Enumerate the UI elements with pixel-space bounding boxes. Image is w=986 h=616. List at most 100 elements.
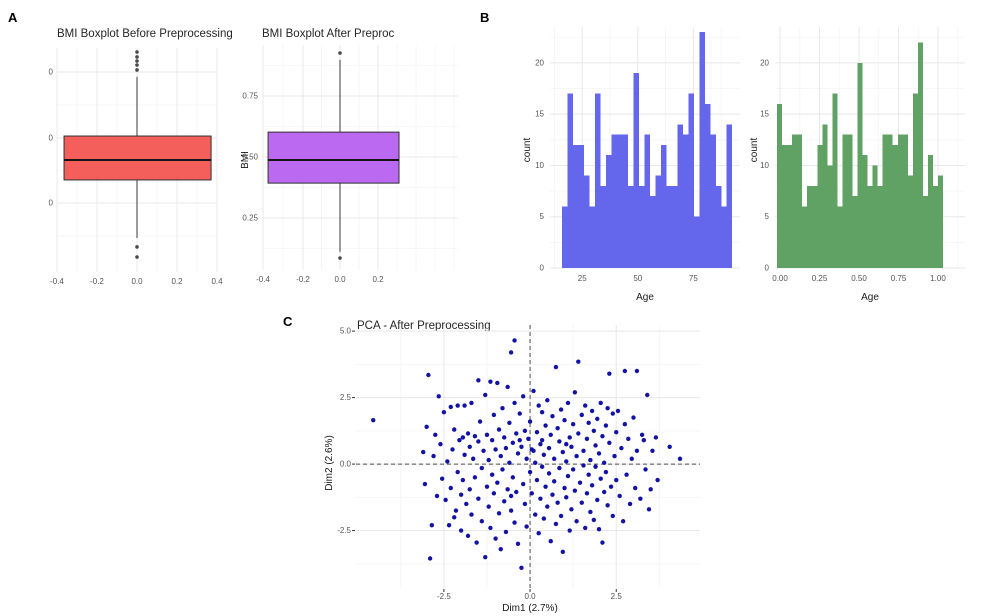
scatter-point xyxy=(598,476,603,481)
scatter-point xyxy=(562,418,567,423)
scatter-point xyxy=(527,469,533,475)
histogram-bar xyxy=(938,175,944,268)
histogram-bar xyxy=(715,185,722,268)
scatter-point xyxy=(615,408,621,414)
scatter-point xyxy=(555,500,560,505)
scatter-point xyxy=(591,428,597,434)
scatter-point xyxy=(610,513,615,519)
scatter-point xyxy=(460,435,466,440)
scatter-point xyxy=(458,528,464,533)
scatter-point xyxy=(529,491,534,496)
histogram-bar xyxy=(578,144,585,268)
scatter-point xyxy=(527,419,533,424)
scatter-point xyxy=(607,371,612,376)
scatter-point xyxy=(569,444,574,449)
scatter-point xyxy=(576,359,581,364)
scatter-point xyxy=(455,403,460,408)
scatter-point xyxy=(512,400,517,406)
scatter-point xyxy=(481,448,486,453)
histogram-bar xyxy=(902,134,908,268)
y-tick-label: 0.50 xyxy=(242,153,258,162)
scatter-point xyxy=(508,350,514,355)
scatter-point xyxy=(570,421,576,427)
chart-title: BMI Boxplot After Preproc xyxy=(262,28,395,40)
scatter-point xyxy=(531,388,536,394)
scatter-point xyxy=(619,445,624,451)
scatter-point xyxy=(564,459,569,464)
scatter-point xyxy=(448,404,453,410)
scatter-point xyxy=(600,540,605,545)
histogram-bar xyxy=(589,206,596,268)
histogram-bar xyxy=(887,134,893,268)
scatter-point xyxy=(560,549,566,555)
histogram-bar xyxy=(852,196,858,268)
scatter-point xyxy=(646,507,652,512)
scatter-point xyxy=(522,501,528,507)
x-axis-label: Dim1 (2.7%) xyxy=(502,603,558,614)
scatter-point xyxy=(614,429,619,435)
plot-area: 0 5 10 15 20 0.00 0.25 0.50 0.75 1.00 xyxy=(760,27,965,283)
histogram-bar xyxy=(812,185,818,268)
histogram-bar xyxy=(802,206,808,268)
scatter-point xyxy=(648,487,653,492)
scatter-point xyxy=(483,554,488,560)
histogram-bar xyxy=(797,134,803,268)
scatter-point xyxy=(467,487,472,492)
age-histogram-before-chart: count Age 0 5 10 15 20 25 50 75 xyxy=(522,27,740,303)
scatter-point xyxy=(514,489,519,495)
scatter-point xyxy=(526,436,531,442)
scatter-point xyxy=(452,427,457,432)
scatter-point xyxy=(546,445,552,451)
scatter-point xyxy=(677,456,683,461)
histogram-bar xyxy=(677,124,683,268)
scatter-point xyxy=(541,516,547,521)
scatter-point xyxy=(626,436,631,442)
scatter-point xyxy=(634,448,640,453)
scatter-point xyxy=(445,459,450,464)
scatter-point xyxy=(424,424,429,430)
scatter-point xyxy=(627,501,633,507)
y-axis-label: BMI xyxy=(240,151,251,169)
histogram-bar xyxy=(857,62,863,268)
scatter-point xyxy=(567,435,572,440)
outlier-point xyxy=(135,255,139,259)
scatter-point xyxy=(596,451,602,456)
scatter-point xyxy=(510,440,516,446)
scatter-point xyxy=(581,463,586,468)
age-histogram-after-chart: count Age 0 5 10 15 20 0.00 0.25 0.50 0.75 1.00 xyxy=(749,27,965,303)
scatter-point xyxy=(572,488,578,493)
histogram-bar xyxy=(917,42,923,268)
scatter-point xyxy=(484,484,490,489)
plot-area: 0 0 0 -0.4 -0.2 0.0 0.2 0.4 xyxy=(49,48,223,286)
scatter-point xyxy=(431,453,436,459)
histogram-bar xyxy=(787,144,793,268)
y-tick-label: -2.5 xyxy=(337,526,351,535)
scatter-point xyxy=(595,497,600,503)
histogram-bar xyxy=(606,155,612,268)
scatter-point xyxy=(588,509,593,515)
scatter-point xyxy=(586,472,591,477)
scatter-point xyxy=(577,480,583,485)
outlier-point xyxy=(135,50,139,54)
scatter-point xyxy=(491,412,497,418)
scatter-point xyxy=(545,504,550,509)
scatter-point xyxy=(505,487,510,492)
scatter-point xyxy=(520,394,526,399)
scatter-point xyxy=(643,467,648,472)
scatter-point xyxy=(465,533,471,539)
y-tick-label: 2.5 xyxy=(340,393,352,402)
scatter-point xyxy=(460,477,466,483)
scatter-point xyxy=(539,410,545,415)
scatter-point xyxy=(645,392,650,398)
scatter-point xyxy=(505,384,510,390)
scatter-point xyxy=(551,456,557,461)
scatter-point xyxy=(601,489,607,495)
y-tick-label: 10 xyxy=(535,161,544,170)
histogram-bar xyxy=(682,134,689,268)
panel-label-a: A xyxy=(8,10,18,25)
scatter-point xyxy=(638,496,643,501)
scatter-point xyxy=(484,432,490,438)
histogram-bar xyxy=(892,144,898,268)
scatter-point xyxy=(508,493,514,499)
scatter-point xyxy=(545,398,550,403)
